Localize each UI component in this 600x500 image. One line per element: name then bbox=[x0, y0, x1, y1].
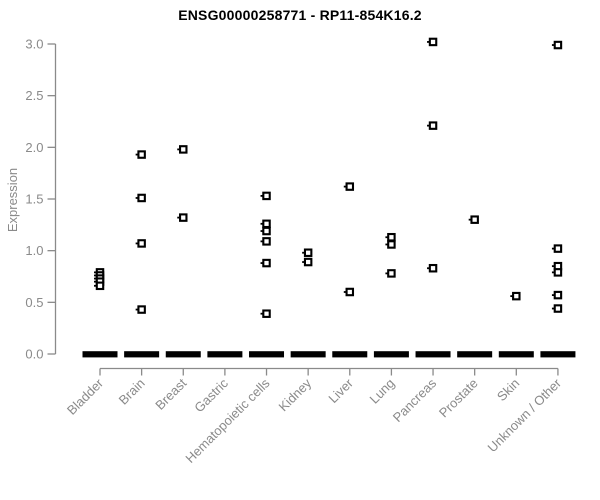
y-tick-label: 0.0 bbox=[25, 347, 43, 362]
data-point bbox=[512, 291, 521, 301]
x-tick-label: Prostate bbox=[436, 376, 481, 421]
data-point bbox=[303, 257, 313, 267]
y-tick-label: 2.5 bbox=[25, 88, 43, 103]
y-tick-label: 1.0 bbox=[25, 243, 43, 258]
y-tick-label: 0.5 bbox=[25, 295, 43, 310]
data-point bbox=[553, 268, 563, 277]
data-point bbox=[428, 37, 438, 47]
data-point bbox=[553, 40, 563, 50]
data-point bbox=[553, 290, 563, 300]
x-tick-label: Kidney bbox=[276, 375, 315, 414]
data-point bbox=[345, 182, 355, 191]
data-point bbox=[262, 226, 271, 236]
data-point bbox=[137, 305, 146, 314]
data-point bbox=[262, 309, 271, 318]
y-tick-label: 2.0 bbox=[25, 140, 43, 155]
zero-expression-cluster bbox=[249, 351, 285, 358]
zero-expression-cluster bbox=[415, 351, 451, 358]
data-point bbox=[387, 240, 396, 249]
x-tick-label: Unknown / Other bbox=[484, 375, 564, 455]
zero-expression-cluster bbox=[373, 351, 409, 358]
chart-title: ENSG00000258771 - RP11-854K16.2 bbox=[178, 7, 422, 23]
x-tick-label: Skin bbox=[494, 376, 522, 404]
data-point bbox=[387, 232, 396, 242]
x-tick-label: Bladder bbox=[64, 375, 107, 418]
zero-expression-cluster bbox=[457, 351, 493, 358]
data-point bbox=[95, 281, 105, 291]
data-point bbox=[428, 121, 438, 130]
data-point bbox=[303, 248, 313, 257]
x-tick-label: Liver bbox=[325, 375, 356, 406]
data-point bbox=[262, 258, 271, 268]
x-tick-label: Pancreas bbox=[390, 375, 440, 425]
data-point bbox=[387, 269, 396, 278]
data-point bbox=[137, 239, 146, 248]
data-point bbox=[137, 150, 146, 159]
x-tick-label: Breast bbox=[152, 375, 189, 412]
x-tick-label: Lung bbox=[366, 376, 397, 407]
data-point bbox=[470, 215, 479, 224]
zero-expression-cluster bbox=[165, 351, 201, 358]
data-point bbox=[553, 244, 563, 253]
zero-expression-cluster bbox=[290, 351, 326, 358]
data-point bbox=[179, 213, 188, 222]
zero-expression-cluster bbox=[82, 351, 118, 358]
data-point bbox=[262, 237, 271, 246]
zero-expression-cluster bbox=[498, 351, 534, 358]
data-point bbox=[345, 287, 355, 297]
zero-expression-cluster bbox=[540, 351, 576, 358]
zero-expression-cluster bbox=[332, 351, 368, 358]
data-point bbox=[179, 145, 188, 154]
data-point bbox=[137, 193, 146, 203]
zero-expression-cluster bbox=[207, 351, 243, 358]
x-tick-label: Brain bbox=[116, 376, 148, 408]
zero-expression-cluster bbox=[124, 351, 160, 358]
data-point bbox=[262, 219, 271, 229]
y-tick-label: 3.0 bbox=[25, 37, 43, 52]
y-tick-label: 1.5 bbox=[25, 192, 43, 207]
data-point bbox=[553, 304, 563, 313]
x-tick-label: Gastric bbox=[191, 375, 231, 415]
data-point bbox=[262, 191, 271, 201]
data-point bbox=[428, 263, 438, 273]
